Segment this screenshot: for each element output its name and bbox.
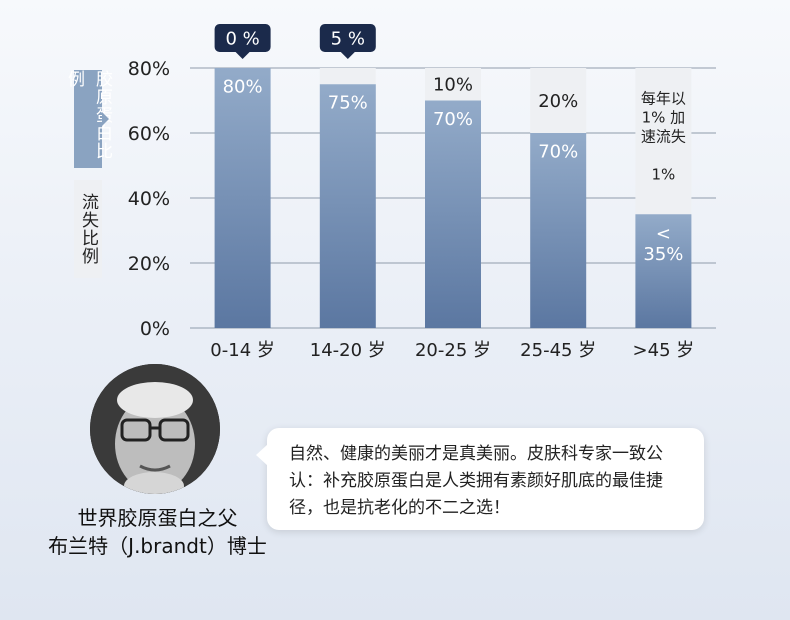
loss-callout-box (214, 24, 271, 52)
portrait-photo (90, 364, 220, 494)
bar-loss-segment (319, 68, 376, 85)
x-tick-label: 25-45 岁 (520, 340, 596, 360)
y-tick-label: 0% (140, 318, 170, 340)
bar-collagen-label: 70% (433, 109, 473, 130)
x-tick-label: 14-20 岁 (310, 340, 386, 360)
loss-callout-pointer (340, 52, 355, 59)
bar-collagen-segment (214, 68, 271, 328)
portrait-illustration (90, 364, 220, 494)
x-tick-label: >45 岁 (633, 340, 695, 360)
person-title: 世界胶原蛋白之父 (77, 506, 238, 530)
bar-loss-label: 20% (538, 91, 578, 112)
bar-loss-segment (635, 68, 692, 215)
y-tick-label: 40% (128, 188, 170, 210)
bar-loss-segment (425, 68, 481, 101)
legend-loss-ratio: 流失比例 (74, 180, 102, 278)
bar-loss-label: 每年以 1% 加速流失 1% (641, 89, 686, 183)
x-tick-label: 20-25 岁 (415, 340, 491, 360)
x-tick-label: 0-14 岁 (210, 340, 275, 360)
bar-collagen-segment (425, 100, 481, 328)
bar-loss-label: 10% (433, 75, 473, 96)
bar-collagen-label: <35% (643, 223, 683, 265)
person-name: 布兰特（J.brandt）博士 (48, 534, 267, 558)
bar-loss-label: 5 % (331, 28, 365, 49)
bar-collagen-label: 70% (538, 141, 578, 162)
y-tick-label: 80% (128, 58, 170, 80)
quote-bubble: 自然、健康的美丽才是真美丽。皮肤科专家一致公认：补充胶原蛋白是人类拥有素颜好肌底… (256, 428, 704, 530)
bar-chart: 0% 20% 40% 60% 80% 80% 0 % 0-14 岁 75% 5 % 14-20 岁 7… (128, 24, 716, 360)
y-tick-label: 20% (128, 253, 170, 275)
bar-collagen-label: 80% (223, 76, 263, 97)
bar-collagen-segment (635, 214, 692, 328)
chart-labels: 0% 20% 40% 60% 80% 80% 0 % 0-14 岁 75% 5 % 14-20 岁 7… (128, 28, 694, 360)
bar-collagen-segment (530, 133, 587, 328)
legend-collagen-ratio: 胶原蛋白比例 (64, 70, 112, 168)
loss-callout-pointer (235, 52, 250, 59)
bar-collagen-segment (319, 84, 376, 328)
bar-loss-segment (530, 68, 587, 133)
bar-loss-label: 0 % (225, 28, 259, 49)
bar-collagen-label: 75% (328, 93, 368, 114)
y-tick-label: 60% (128, 123, 170, 145)
loss-callout-box (319, 24, 376, 52)
chart-bars (214, 24, 692, 328)
